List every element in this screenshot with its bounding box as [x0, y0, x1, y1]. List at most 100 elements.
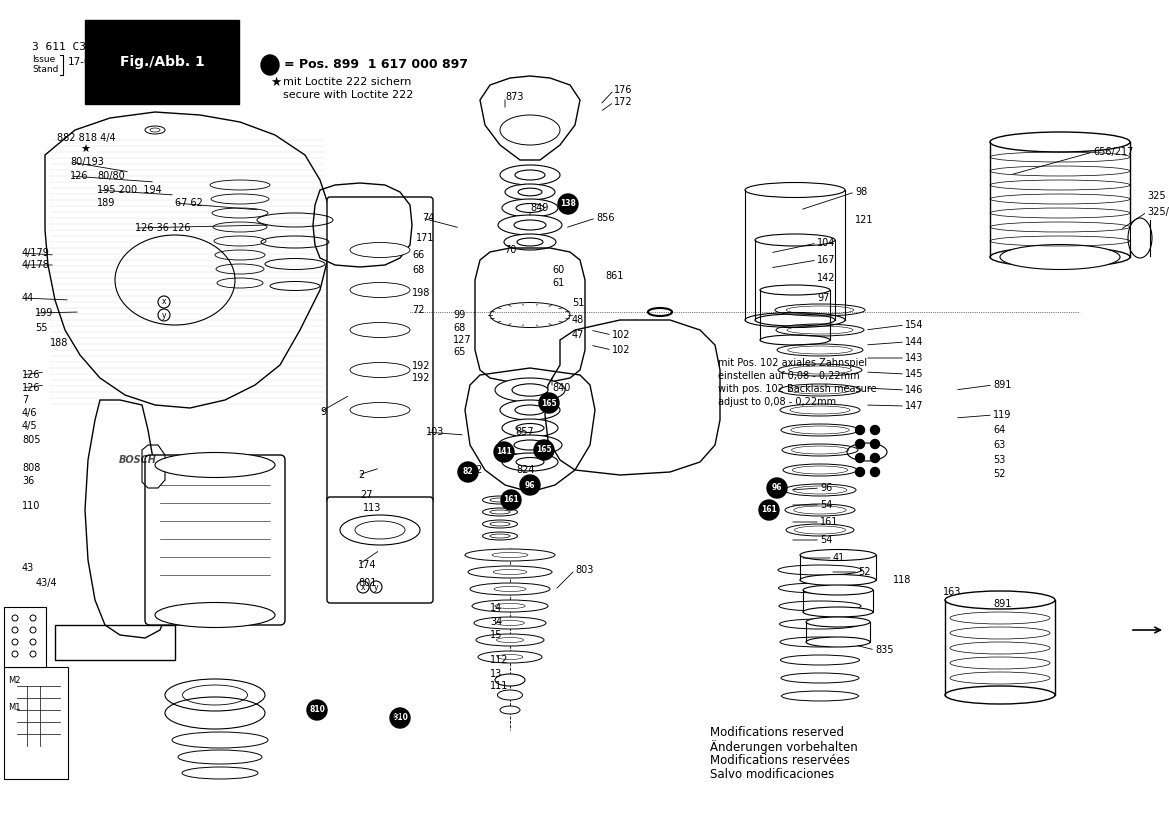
Text: x: x [361, 582, 365, 591]
Circle shape [357, 581, 369, 593]
Text: 808: 808 [22, 463, 41, 473]
Text: 891: 891 [992, 599, 1011, 609]
Ellipse shape [760, 285, 830, 295]
Ellipse shape [350, 282, 410, 297]
Circle shape [856, 425, 865, 434]
Ellipse shape [500, 706, 520, 714]
Circle shape [759, 500, 779, 520]
Text: 121: 121 [855, 215, 873, 225]
Text: 824: 824 [516, 465, 534, 475]
Text: ★: ★ [79, 145, 90, 155]
Ellipse shape [350, 363, 410, 377]
Ellipse shape [178, 750, 262, 764]
Circle shape [390, 708, 410, 728]
Text: 4/5: 4/5 [22, 421, 37, 431]
Ellipse shape [498, 215, 562, 235]
Text: 861: 861 [606, 271, 623, 281]
Ellipse shape [493, 569, 527, 575]
Ellipse shape [155, 453, 275, 477]
Ellipse shape [494, 604, 525, 609]
Text: 9: 9 [320, 407, 326, 417]
Ellipse shape [945, 591, 1054, 609]
Text: 656/217: 656/217 [1093, 147, 1134, 157]
Text: 154: 154 [905, 320, 924, 330]
Circle shape [767, 478, 787, 498]
Ellipse shape [350, 402, 410, 417]
Text: 66: 66 [411, 250, 424, 260]
FancyBboxPatch shape [4, 667, 68, 779]
Ellipse shape [755, 314, 835, 326]
Text: 96: 96 [525, 481, 535, 490]
Circle shape [502, 490, 521, 510]
Text: 873: 873 [505, 92, 524, 102]
Ellipse shape [945, 686, 1054, 704]
Circle shape [494, 442, 514, 462]
Text: 72: 72 [411, 305, 424, 315]
Text: 172: 172 [614, 97, 632, 107]
Ellipse shape [490, 534, 510, 538]
Text: 810: 810 [392, 714, 408, 723]
Ellipse shape [472, 600, 548, 612]
Text: secure with Loctite 222: secure with Loctite 222 [283, 90, 414, 100]
Text: 882 818 4/4: 882 818 4/4 [57, 133, 116, 143]
Text: 145: 145 [905, 369, 924, 379]
Ellipse shape [492, 553, 528, 558]
Ellipse shape [497, 654, 523, 659]
Text: 52: 52 [858, 567, 871, 577]
Text: 102: 102 [613, 345, 630, 355]
Ellipse shape [760, 335, 830, 345]
Text: Modifications reserved: Modifications reserved [710, 726, 844, 739]
Text: 43: 43 [22, 563, 34, 573]
Text: 198: 198 [411, 288, 430, 298]
Text: 803: 803 [575, 565, 594, 575]
Ellipse shape [516, 424, 544, 433]
Text: Modifications reservées: Modifications reservées [710, 754, 850, 767]
Ellipse shape [500, 165, 560, 185]
Text: 51: 51 [572, 298, 584, 308]
Text: 143: 143 [905, 353, 924, 363]
Text: mit Loctite 222 sichern: mit Loctite 222 sichern [283, 77, 411, 87]
Text: Stand: Stand [32, 65, 58, 74]
Text: 165: 165 [537, 445, 552, 454]
Text: 42: 42 [390, 713, 402, 723]
Ellipse shape [800, 549, 876, 561]
Ellipse shape [172, 732, 268, 748]
Text: 810: 810 [309, 705, 325, 714]
Text: 111: 111 [490, 681, 509, 691]
Circle shape [871, 425, 879, 434]
Text: 126 36 126: 126 36 126 [134, 223, 191, 233]
Text: 167: 167 [817, 255, 836, 265]
Text: 96: 96 [819, 483, 832, 493]
Ellipse shape [470, 583, 549, 595]
Circle shape [871, 439, 879, 449]
Text: 53: 53 [992, 455, 1005, 465]
Text: M2: M2 [8, 676, 21, 685]
Text: 176: 176 [614, 85, 632, 95]
Ellipse shape [805, 617, 870, 627]
Ellipse shape [502, 419, 558, 437]
Text: 67 62: 67 62 [175, 198, 203, 208]
Text: 103: 103 [426, 427, 444, 437]
Text: 99: 99 [454, 310, 465, 320]
Text: 110: 110 [22, 501, 41, 511]
Ellipse shape [999, 244, 1120, 269]
Text: = Pos. 899  1 617 000 897: = Pos. 899 1 617 000 897 [284, 59, 468, 72]
Text: 44: 44 [22, 293, 34, 303]
Text: 165: 165 [541, 398, 556, 407]
Text: 82: 82 [470, 465, 483, 475]
Circle shape [534, 440, 554, 460]
Ellipse shape [990, 247, 1130, 267]
Ellipse shape [514, 440, 546, 450]
Text: 171: 171 [416, 233, 435, 243]
Text: Fig./Abb. 1: Fig./Abb. 1 [120, 55, 205, 69]
Text: 840: 840 [552, 383, 570, 393]
Circle shape [458, 462, 478, 482]
FancyBboxPatch shape [145, 455, 285, 625]
Ellipse shape [496, 620, 525, 625]
Ellipse shape [494, 378, 565, 402]
Ellipse shape [745, 312, 845, 327]
Text: 17-03-06: 17-03-06 [68, 57, 115, 67]
Text: 80/193: 80/193 [70, 157, 104, 167]
Text: 857: 857 [516, 427, 533, 437]
Text: 2: 2 [358, 470, 365, 480]
